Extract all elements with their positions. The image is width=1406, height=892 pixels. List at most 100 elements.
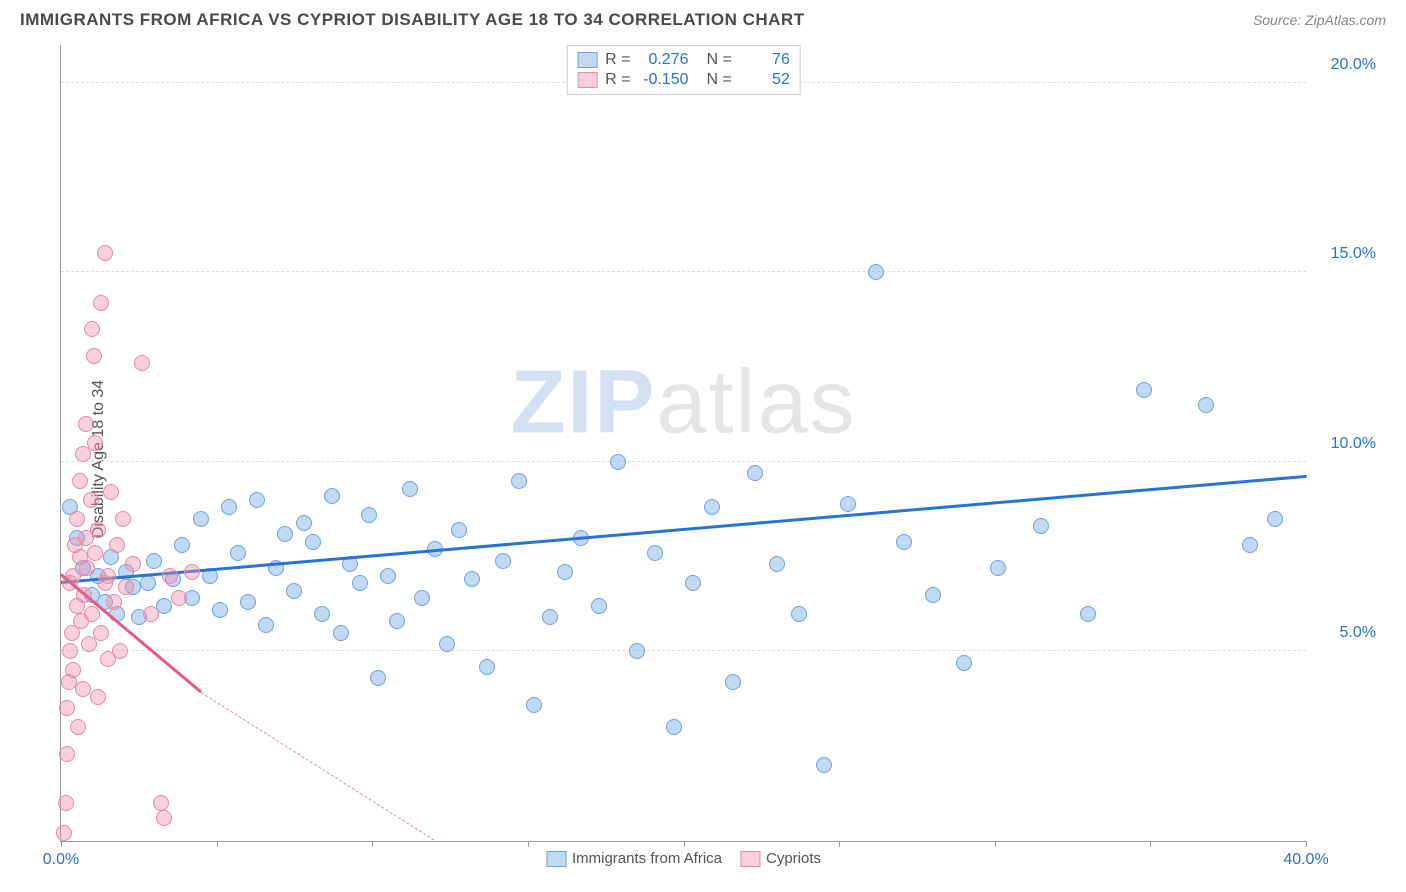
x-tick-label: 0.0% bbox=[43, 851, 79, 869]
data-point bbox=[162, 568, 178, 584]
data-point bbox=[193, 511, 209, 527]
data-point bbox=[542, 609, 558, 625]
data-point bbox=[1033, 518, 1049, 534]
n-value: 76 bbox=[740, 51, 790, 69]
x-tick bbox=[372, 841, 373, 847]
data-point bbox=[1242, 537, 1258, 553]
gridline bbox=[61, 461, 1306, 462]
x-tick bbox=[995, 841, 996, 847]
legend-item: Cypriots bbox=[740, 850, 821, 867]
data-point bbox=[62, 643, 78, 659]
data-point bbox=[557, 564, 573, 580]
data-point bbox=[451, 522, 467, 538]
legend-label: Immigrants from Africa bbox=[572, 850, 722, 867]
data-point bbox=[156, 810, 172, 826]
data-point bbox=[78, 416, 94, 432]
data-point bbox=[1080, 606, 1096, 622]
y-tick-label: 15.0% bbox=[1331, 245, 1376, 263]
data-point bbox=[81, 636, 97, 652]
data-point bbox=[747, 465, 763, 481]
trend-line-dashed bbox=[201, 692, 435, 841]
data-point bbox=[75, 681, 91, 697]
data-point bbox=[72, 473, 88, 489]
x-tick bbox=[528, 841, 529, 847]
data-point bbox=[286, 583, 302, 599]
data-point bbox=[1198, 397, 1214, 413]
data-point bbox=[97, 245, 113, 261]
x-tick bbox=[1150, 841, 1151, 847]
data-point bbox=[361, 507, 377, 523]
data-point bbox=[925, 587, 941, 603]
data-point bbox=[666, 719, 682, 735]
data-point bbox=[134, 355, 150, 371]
legend-swatch bbox=[546, 851, 566, 867]
data-point bbox=[90, 522, 106, 538]
correlation-legend: R =0.276N =76R =-0.150N =52 bbox=[566, 45, 801, 95]
data-point bbox=[314, 606, 330, 622]
data-point bbox=[439, 636, 455, 652]
data-point bbox=[59, 746, 75, 762]
data-point bbox=[769, 556, 785, 572]
data-point bbox=[249, 492, 265, 508]
data-point bbox=[140, 575, 156, 591]
data-point bbox=[69, 511, 85, 527]
data-point bbox=[414, 590, 430, 606]
x-tick bbox=[1306, 841, 1307, 847]
n-value: 52 bbox=[740, 71, 790, 89]
data-point bbox=[87, 435, 103, 451]
n-label: N = bbox=[707, 71, 732, 89]
data-point bbox=[868, 264, 884, 280]
trend-line bbox=[61, 475, 1306, 584]
data-point bbox=[212, 602, 228, 618]
data-point bbox=[184, 564, 200, 580]
data-point bbox=[277, 526, 293, 542]
data-point bbox=[464, 571, 480, 587]
data-point bbox=[1267, 511, 1283, 527]
legend-row: R =-0.150N =52 bbox=[577, 70, 790, 90]
data-point bbox=[153, 795, 169, 811]
data-point bbox=[840, 496, 856, 512]
data-point bbox=[70, 719, 86, 735]
data-point bbox=[591, 598, 607, 614]
data-point bbox=[956, 655, 972, 671]
series-legend: Immigrants from Africa Cypriots bbox=[546, 850, 821, 867]
legend-row: R =0.276N =76 bbox=[577, 50, 790, 70]
data-point bbox=[143, 606, 159, 622]
watermark: ZIPatlas bbox=[510, 352, 856, 455]
data-point bbox=[174, 537, 190, 553]
data-point bbox=[495, 553, 511, 569]
gridline bbox=[61, 650, 1306, 651]
data-point bbox=[629, 643, 645, 659]
data-point bbox=[56, 825, 72, 841]
data-point bbox=[115, 511, 131, 527]
data-point bbox=[112, 643, 128, 659]
data-point bbox=[84, 321, 100, 337]
data-point bbox=[511, 473, 527, 489]
data-point bbox=[84, 606, 100, 622]
legend-swatch bbox=[577, 52, 597, 68]
x-tick-label: 40.0% bbox=[1283, 851, 1328, 869]
data-point bbox=[389, 613, 405, 629]
data-point bbox=[258, 617, 274, 633]
data-point bbox=[221, 499, 237, 515]
data-point bbox=[93, 295, 109, 311]
data-point bbox=[65, 662, 81, 678]
legend-swatch bbox=[577, 72, 597, 88]
chart-container: Disability Age 18 to 34 ZIPatlas R =0.27… bbox=[50, 45, 1386, 872]
plot-area: ZIPatlas R =0.276N =76R =-0.150N =52 Imm… bbox=[60, 45, 1306, 842]
data-point bbox=[526, 697, 542, 713]
source-link[interactable]: ZipAtlas.com bbox=[1305, 12, 1386, 28]
data-point bbox=[171, 590, 187, 606]
data-point bbox=[125, 556, 141, 572]
data-point bbox=[118, 579, 134, 595]
data-point bbox=[324, 488, 340, 504]
data-point bbox=[990, 560, 1006, 576]
data-point bbox=[87, 545, 103, 561]
data-point bbox=[59, 700, 75, 716]
legend-item: Immigrants from Africa bbox=[546, 850, 722, 867]
data-point bbox=[333, 625, 349, 641]
data-point bbox=[230, 545, 246, 561]
data-point bbox=[103, 484, 119, 500]
data-point bbox=[370, 670, 386, 686]
x-tick bbox=[684, 841, 685, 847]
